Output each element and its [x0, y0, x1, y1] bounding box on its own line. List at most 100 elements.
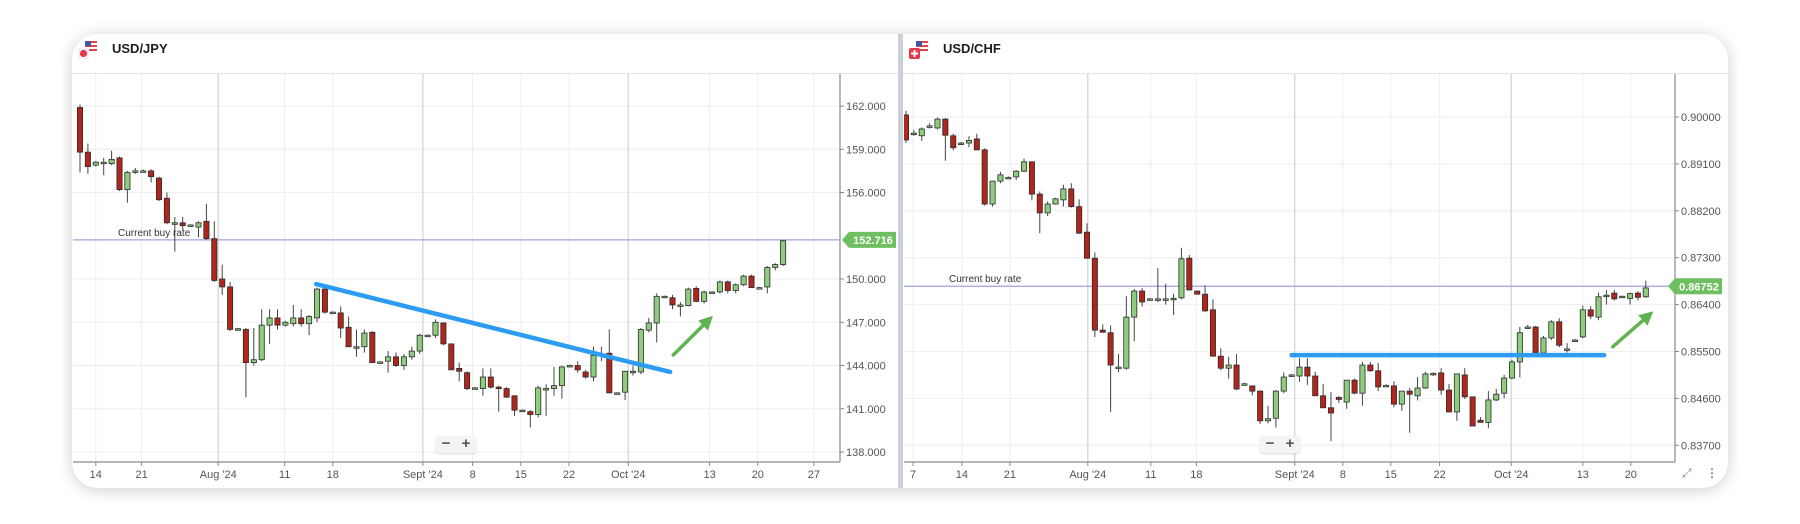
- candle-body-up: [1123, 316, 1130, 369]
- candle-body-down: [1139, 290, 1146, 303]
- more-vertical-icon[interactable]: ⋮: [1706, 466, 1718, 480]
- panel-divider[interactable]: [898, 34, 903, 488]
- candle-body-down: [1390, 385, 1397, 405]
- candle-body-up: [1115, 366, 1122, 370]
- candle: [661, 295, 668, 299]
- x-tick-label: 8: [470, 469, 476, 481]
- candle: [1571, 338, 1578, 342]
- candle-body-up: [558, 366, 565, 387]
- candle-body-up: [92, 161, 99, 166]
- candle: [234, 328, 241, 331]
- candle-body-down: [1327, 407, 1334, 414]
- candle: [155, 176, 162, 202]
- zoom-out-button[interactable]: −: [1265, 435, 1275, 452]
- candle: [250, 328, 257, 366]
- candle-body-down: [148, 170, 155, 178]
- candle-body-up: [1288, 374, 1295, 377]
- candle-body-up: [1540, 337, 1547, 354]
- x-tick-label: 8: [1340, 469, 1346, 481]
- candle-body-down: [495, 386, 502, 390]
- candle: [1304, 358, 1311, 385]
- candle-body-down: [369, 331, 376, 364]
- y-tick-label: 141.000: [846, 404, 886, 416]
- candle-body-down: [456, 367, 463, 372]
- usd-chf-chart[interactable]: 0.90000 0.89100 0.88200 0.87300 0.86400 0.855…: [903, 74, 1722, 481]
- candle-body-up: [400, 356, 407, 366]
- candle: [1265, 405, 1272, 424]
- candle-body-up: [329, 311, 336, 315]
- usd-jpy-chart[interactable]: 162.000 159.000 156.000 150.000 147.000 144.0…: [73, 74, 896, 481]
- candle: [1619, 295, 1626, 299]
- candle: [1209, 299, 1216, 357]
- candle-body-down: [724, 281, 731, 291]
- candle-body-up: [1579, 309, 1586, 338]
- x-tick-label: Sept '24: [1275, 469, 1315, 481]
- candle: [1406, 387, 1413, 433]
- candle: [1446, 383, 1453, 413]
- candle-body-down: [1194, 290, 1201, 295]
- candle: [369, 330, 376, 364]
- candle: [432, 319, 439, 339]
- candle-body-up: [124, 171, 131, 191]
- x-tick-label: 22: [563, 469, 575, 481]
- candle: [290, 304, 297, 327]
- candle: [1367, 361, 1374, 372]
- candle: [1194, 290, 1201, 295]
- candle-body-down: [1217, 355, 1224, 369]
- candle-body-down: [392, 356, 399, 366]
- candle: [203, 204, 210, 241]
- current-rate-badge: [1668, 278, 1722, 295]
- zoom-in-button[interactable]: +: [461, 435, 471, 452]
- candle: [904, 110, 910, 144]
- candle: [1257, 390, 1264, 424]
- candle: [1280, 372, 1287, 394]
- candle: [1359, 361, 1366, 406]
- candle-body-up: [258, 324, 265, 361]
- candle-body-up: [1359, 364, 1366, 394]
- candle-body-down: [1257, 390, 1264, 422]
- x-tick-label: 18: [1190, 469, 1202, 481]
- candle: [558, 365, 565, 399]
- candle: [140, 169, 147, 173]
- zoom-out-button[interactable]: −: [441, 435, 451, 452]
- candle-body-down: [1438, 372, 1445, 391]
- candle: [1091, 252, 1098, 337]
- candle: [780, 240, 787, 267]
- candle-body-up: [306, 316, 313, 325]
- candle: [1123, 296, 1130, 370]
- pair-title: USD/CHF: [943, 41, 1001, 56]
- candle-body-down: [274, 317, 281, 326]
- candle-body-up: [756, 287, 763, 290]
- candle: [934, 117, 941, 130]
- usd-chf-flag-icon: [909, 41, 928, 59]
- candle-body-down: [1209, 309, 1216, 357]
- candle-body-up: [685, 288, 692, 307]
- candle: [716, 280, 723, 294]
- candle-body-down: [1091, 257, 1098, 331]
- candle-body-up: [424, 334, 431, 338]
- candle-body-down: [1186, 257, 1193, 291]
- zoom-in-button[interactable]: +: [1285, 435, 1295, 452]
- x-tick-label: 22: [1433, 469, 1445, 481]
- candle: [282, 320, 289, 327]
- candle: [258, 309, 265, 362]
- candle-body-down: [1611, 292, 1618, 300]
- candle: [1383, 384, 1390, 388]
- candle-body-down: [1076, 206, 1083, 234]
- candle: [1516, 327, 1523, 378]
- candle-body-up: [1178, 258, 1185, 299]
- candle: [361, 329, 368, 353]
- candle-body-up: [1548, 321, 1555, 339]
- candle: [242, 328, 249, 398]
- candle: [997, 171, 1004, 184]
- candle-body-up: [416, 334, 423, 352]
- expand-icon[interactable]: ⤢: [1682, 466, 1692, 480]
- candle-body-down: [227, 286, 234, 330]
- candle-body-down: [1406, 390, 1413, 395]
- candle-body-up: [1296, 366, 1303, 377]
- candle: [622, 370, 629, 401]
- candle: [100, 157, 107, 176]
- candle-body-down: [1036, 193, 1043, 214]
- candle: [400, 353, 407, 370]
